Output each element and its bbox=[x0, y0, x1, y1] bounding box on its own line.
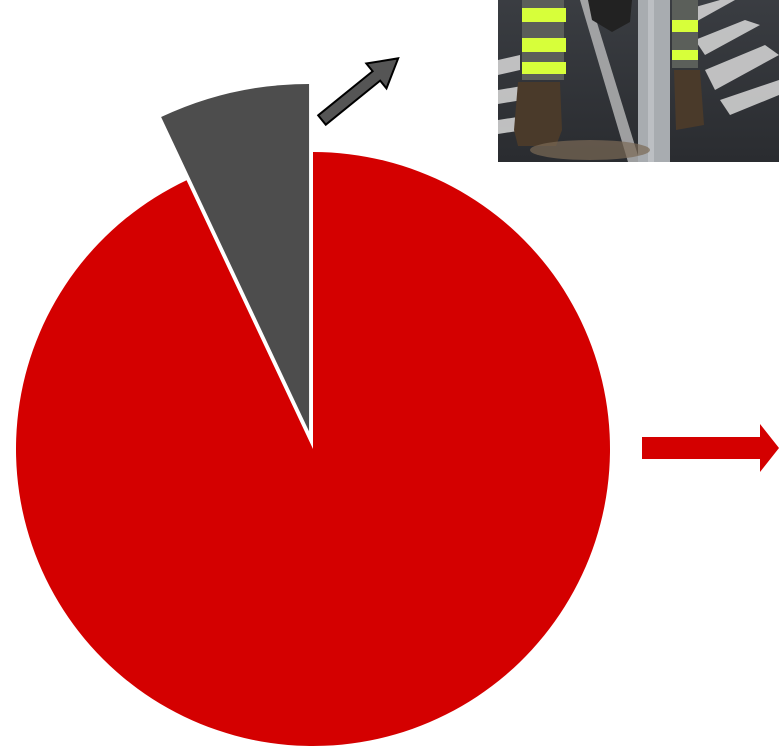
worker-photo bbox=[498, 0, 779, 162]
pie-slice-main bbox=[15, 152, 611, 747]
arrow-right-icon bbox=[642, 424, 779, 472]
pie-slices bbox=[15, 83, 611, 747]
arrow-to-photo-icon bbox=[316, 57, 400, 127]
pie-slice-exploded bbox=[161, 83, 310, 432]
